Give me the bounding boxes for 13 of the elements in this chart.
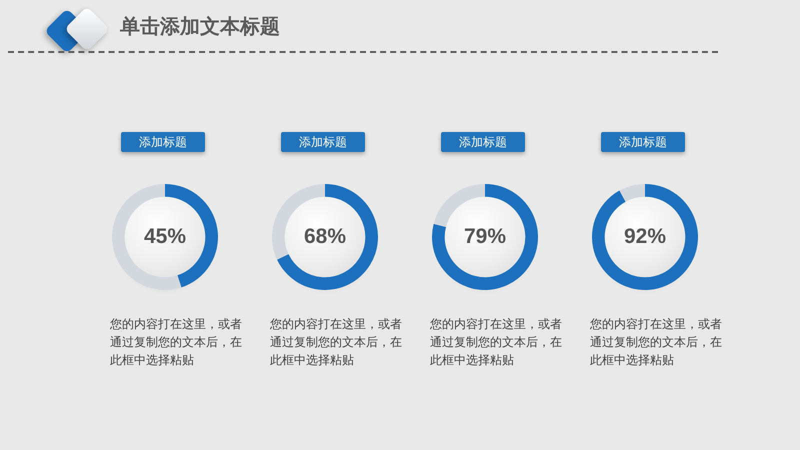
chart-title: 添加标题: [601, 132, 685, 152]
chart-title: 添加标题: [281, 132, 365, 152]
text: 您的内容打在这里，或者通过复制您的文本后，在此框中选择粘贴: [270, 316, 403, 369]
text: 您的内容打在这里，或者通过复制您的文本后，在此框中选择粘贴: [110, 316, 243, 369]
chart-title: 添加标题: [441, 132, 525, 152]
data-label: 79%: [464, 224, 506, 248]
data-label: 92%: [624, 224, 666, 248]
text: 单击添加文本标题: [120, 14, 280, 40]
chart-title: 添加标题: [121, 132, 205, 152]
text: 您的内容打在这里，或者通过复制您的文本后，在此框中选择粘贴: [590, 316, 723, 369]
text: 您的内容打在这里，或者通过复制您的文本后，在此框中选择粘贴: [430, 316, 563, 369]
data-label: 45%: [144, 224, 186, 248]
data-label: 68%: [304, 224, 346, 248]
